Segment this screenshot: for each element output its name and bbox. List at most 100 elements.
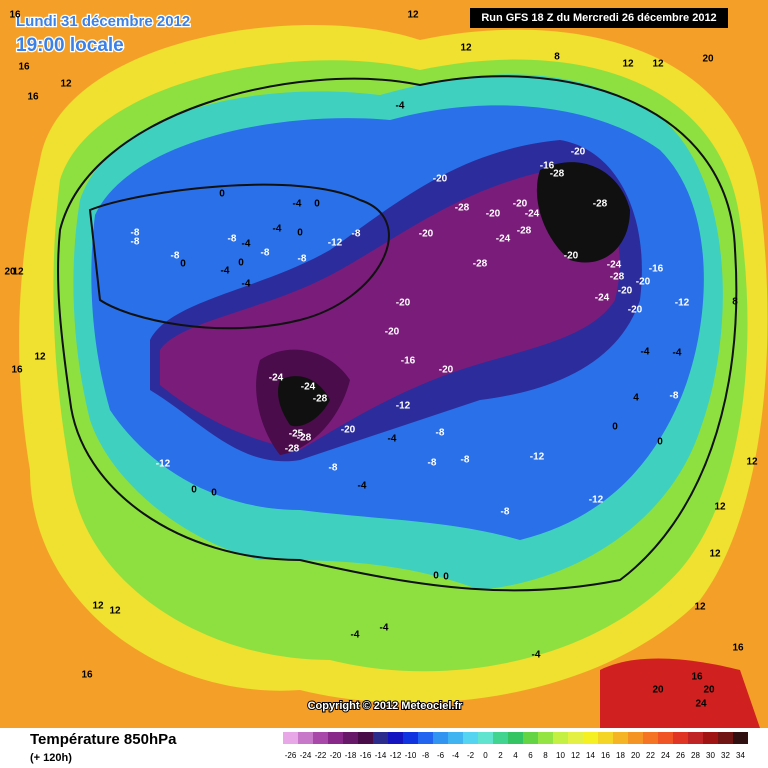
colorbar-cell [613, 732, 628, 744]
isotherm-label: 8 [732, 297, 738, 308]
zone-20 [600, 658, 760, 728]
isotherm-label: -4 [388, 434, 397, 445]
colorbar-tick-label: 26 [676, 751, 685, 760]
colorbar-cell [373, 732, 388, 744]
isotherm-label: 20 [4, 267, 16, 278]
colorbar-cell [568, 732, 583, 744]
colorbar-cell [433, 732, 448, 744]
isotherm-label: -20 [628, 305, 643, 316]
isotherm-label: -8 [501, 507, 510, 518]
colorbar-cell [523, 732, 538, 744]
colorbar-tick-label: -8 [422, 751, 430, 760]
isotherm-label: -8 [131, 237, 140, 248]
isotherm-label: -8 [171, 251, 180, 262]
isotherm-label: 12 [746, 457, 758, 468]
colorbar-cell [328, 732, 343, 744]
isotherm-label: -28 [517, 226, 532, 237]
isotherm-label: -4 [641, 347, 650, 358]
isotherm-label: 0 [211, 488, 217, 499]
isotherm-label: 16 [691, 672, 703, 683]
colorbar-tick-label: 24 [661, 751, 670, 760]
colorbar-tick-label: 18 [616, 751, 625, 760]
colorbar-cell [358, 732, 373, 744]
isotherm-label: -4 [351, 630, 360, 641]
isotherm-label: -28 [285, 444, 300, 455]
isotherm-label: -20 [419, 229, 434, 240]
isotherm-label: -4 [273, 224, 282, 235]
isotherm-label: -12 [396, 401, 411, 412]
isotherm-label: 12 [12, 267, 24, 278]
isotherm-label: -20 [341, 425, 356, 436]
isotherm-label: 0 [238, 258, 244, 269]
colorbar-tick-label: 16 [601, 751, 610, 760]
colorbar-cell [628, 732, 643, 744]
zone-minus-28-b [278, 376, 330, 427]
colorbar-tick-label: 14 [586, 751, 595, 760]
colorbar-tick-label: -14 [375, 751, 387, 760]
isotherm-label: -8 [436, 428, 445, 439]
colorbar-cell [598, 732, 613, 744]
isotherm-label: 0 [180, 259, 186, 270]
colorbar-tick-label: 12 [571, 751, 580, 760]
isotherm-label: 12 [109, 606, 121, 617]
isotherm-label: -16 [540, 161, 555, 172]
date: Lundi 31 décembre 2012 [16, 13, 190, 30]
isotherm-label: -24 [595, 293, 610, 304]
isotherm-label: 12 [460, 43, 472, 54]
colorbar-tick-label: -4 [452, 751, 460, 760]
isotherm-label: 20 [652, 685, 664, 696]
colorbar-cell [343, 732, 358, 744]
colorbar-tick-label: -24 [300, 751, 312, 760]
zone-minus-28 [536, 162, 630, 263]
isotherm-label: 12 [92, 601, 104, 612]
isotherm-label: -12 [675, 298, 690, 309]
isotherm-label: -4 [221, 266, 230, 277]
colorbar-cell [313, 732, 328, 744]
colorbar-cell [298, 732, 313, 744]
isotherm-label: -28 [297, 433, 312, 444]
colorbar-tick-label: -16 [360, 751, 372, 760]
footer-title: Température 850hPa [30, 731, 177, 748]
isotherm-label: 0 [297, 228, 303, 239]
colorbar-tick-label: 8 [543, 751, 548, 760]
isotherm-label: -12 [328, 238, 343, 249]
contour [88, 183, 390, 330]
contour [57, 75, 738, 592]
isotherm-label: 12 [34, 352, 46, 363]
isotherm-label: -20 [486, 209, 501, 220]
time: 19:00 locale [16, 35, 124, 56]
isotherm-label: -24 [301, 382, 316, 393]
isotherm-label: 12 [694, 602, 706, 613]
isotherm-label: 0 [443, 572, 449, 583]
colorbar-tick-label: -2 [467, 751, 475, 760]
colorbar-tick-label: 10 [556, 751, 565, 760]
isotherm-label: 12 [60, 79, 72, 90]
isotherm-label: -8 [461, 455, 470, 466]
isotherm-label: -8 [329, 463, 338, 474]
isotherm-label: 12 [709, 549, 721, 560]
colorbar-cell [463, 732, 478, 744]
isotherm-label: 16 [27, 92, 39, 103]
isotherm-label: -12 [156, 459, 171, 470]
isotherm-label: -28 [455, 203, 470, 214]
isotherm-label: -20 [571, 147, 586, 158]
colorbar-cell [733, 732, 748, 744]
isotherm-label: -20 [564, 251, 579, 262]
colorbar-cell [493, 732, 508, 744]
isotherm-label: 16 [732, 643, 744, 654]
colorbar-cell [718, 732, 733, 744]
isotherm-label: 16 [18, 62, 30, 73]
isotherm-label: 20 [702, 54, 714, 65]
isotherm-label: -28 [593, 199, 608, 210]
isotherm-label: 16 [9, 10, 21, 21]
colorbar-cell [538, 732, 553, 744]
colorbar-tick-label: 4 [513, 751, 518, 760]
isotherm-label: 0 [657, 437, 663, 448]
isotherm-label: -16 [649, 264, 664, 275]
isotherm-label: 16 [81, 670, 93, 681]
colorbar-tick-label: 32 [721, 751, 730, 760]
isotherm-label: -12 [589, 495, 604, 506]
colorbar-cell [283, 732, 298, 744]
